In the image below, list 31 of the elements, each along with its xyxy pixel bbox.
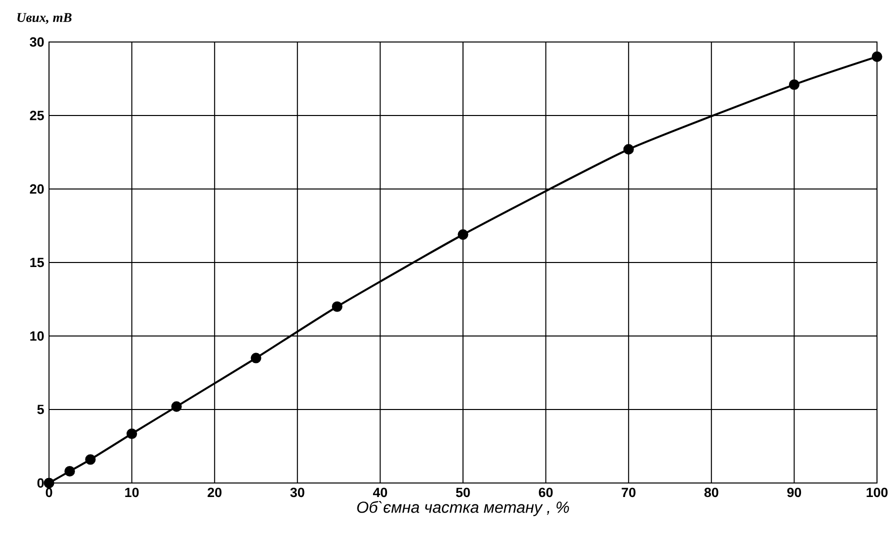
point <box>85 454 96 465</box>
x-tick-label: 90 <box>787 488 802 498</box>
x-tick-label: 100 <box>866 488 888 498</box>
point <box>788 79 800 90</box>
point <box>126 428 138 440</box>
point <box>171 401 182 412</box>
y-tick-label: 10 <box>30 331 44 341</box>
y-tick-label: 20 <box>30 184 44 194</box>
point <box>44 478 54 488</box>
y-tick-label: 15 <box>30 258 44 268</box>
x-tick-label: 40 <box>373 488 388 498</box>
y-axis-title: Uвих, mВ <box>17 13 72 24</box>
y-tick-label: 30 <box>30 37 44 47</box>
x-tick-label: 30 <box>290 488 304 498</box>
x-tick-label: 80 <box>704 488 718 498</box>
x-tick-label: 10 <box>125 488 139 498</box>
y-tick-label: 5 <box>37 404 44 414</box>
x-tick-label: 20 <box>208 488 222 498</box>
x-axis-title: Об`ємна частка метану , % <box>357 500 569 516</box>
x-tick-label: 50 <box>456 488 470 498</box>
point <box>872 51 882 62</box>
x-tick-label: 0 <box>46 488 52 498</box>
x-tick-label: 70 <box>622 488 636 498</box>
point <box>332 301 342 312</box>
point <box>458 229 468 240</box>
y-tick-label: 0 <box>37 478 44 488</box>
x-tick-label: 60 <box>538 488 553 498</box>
y-tick-label: 25 <box>30 110 44 120</box>
point <box>250 352 262 364</box>
point <box>64 466 75 476</box>
point <box>623 144 634 155</box>
